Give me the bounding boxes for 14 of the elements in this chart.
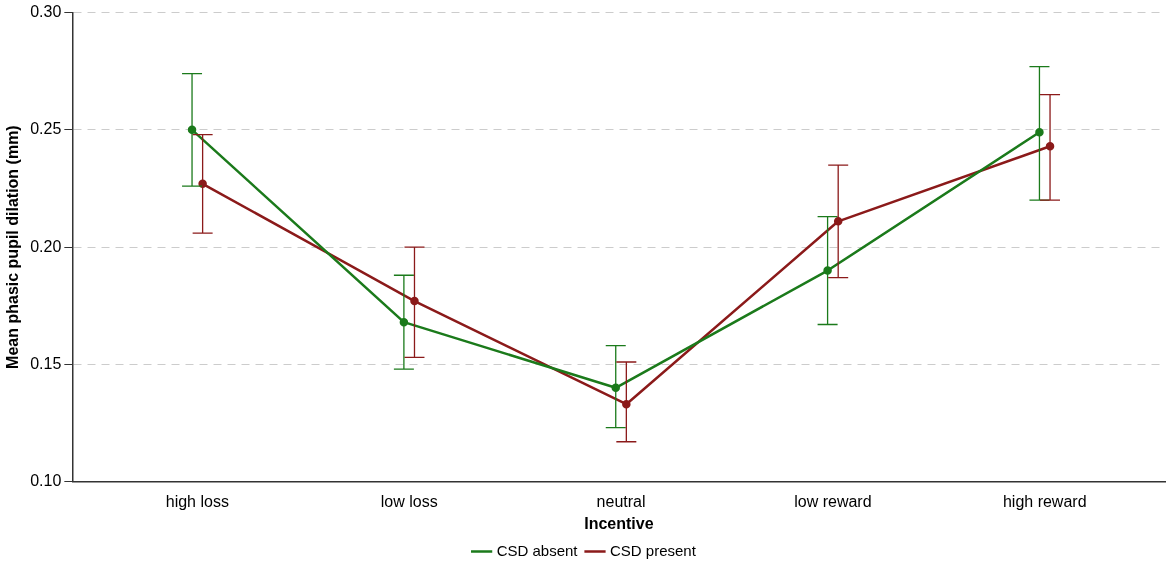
x-tick-label: high reward — [1002, 492, 1087, 510]
x-tick-label: low reward — [794, 492, 872, 510]
y-tick-label: 0.20 — [30, 237, 62, 255]
y-axis-title: Mean phasic pupil dilation (mm) — [4, 125, 22, 369]
x-tick-label: low loss — [380, 492, 438, 510]
y-tick-label: 0.15 — [30, 354, 62, 372]
y-tick-label: 0.30 — [30, 3, 62, 21]
x-tick-label: neutral — [596, 492, 646, 510]
y-tick-label: 0.25 — [30, 120, 62, 138]
x-tick-label: high loss — [165, 492, 229, 510]
legend-label: CSD absent — [496, 541, 579, 559]
y-tick-label: 0.10 — [30, 472, 62, 490]
x-axis-title: Incentive — [584, 514, 654, 532]
legend-label: CSD present — [610, 541, 697, 559]
